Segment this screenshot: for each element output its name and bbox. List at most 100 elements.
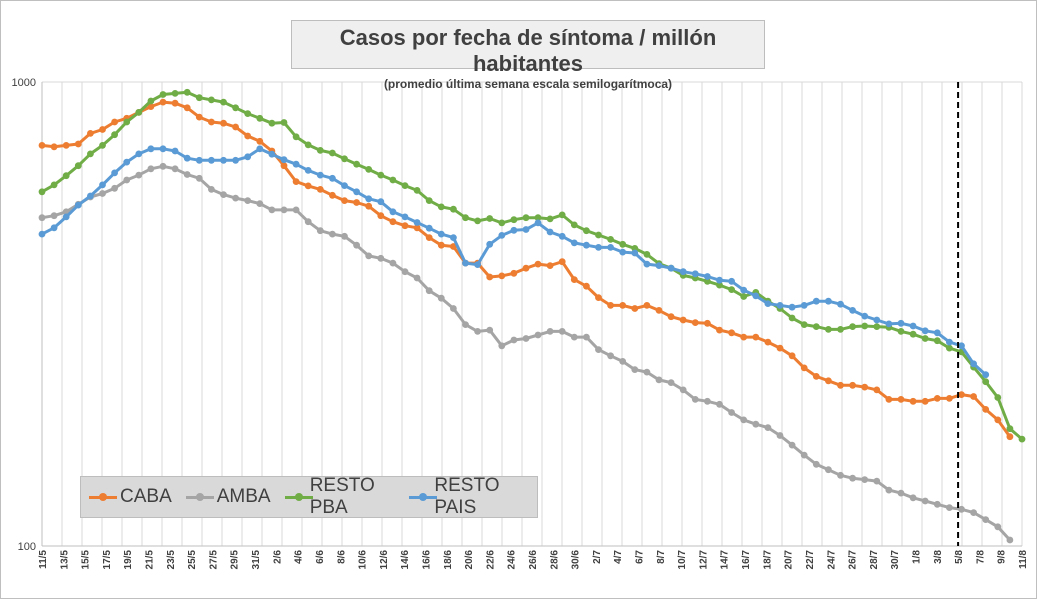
series-resto-pais xyxy=(38,145,990,379)
y-tick-label: 100 xyxy=(18,541,36,553)
x-tick-label: 13/5 xyxy=(59,550,70,570)
data-point xyxy=(498,272,506,280)
data-point xyxy=(921,497,929,505)
data-point xyxy=(873,386,881,394)
x-tick-label: 23/5 xyxy=(166,550,177,570)
x-tick-label: 18/6 xyxy=(443,550,454,570)
data-point xyxy=(232,123,240,131)
data-point xyxy=(861,383,869,391)
data-point xyxy=(38,188,46,196)
legend-swatch-amba xyxy=(185,490,214,504)
x-tick-label: 12/6 xyxy=(379,550,390,570)
data-point xyxy=(99,142,106,149)
x-tick-label: 15/5 xyxy=(81,550,92,570)
data-point xyxy=(123,176,131,184)
data-point xyxy=(583,333,590,341)
x-tick-label: 20/7 xyxy=(784,550,795,570)
data-point xyxy=(691,396,699,403)
data-point xyxy=(812,297,820,305)
data-point xyxy=(401,222,409,230)
data-point xyxy=(401,268,409,276)
data-point xyxy=(558,328,566,335)
data-point xyxy=(171,99,179,107)
data-point xyxy=(619,358,627,365)
data-point xyxy=(123,118,131,126)
x-tick-label: 11/8 xyxy=(1018,550,1029,569)
data-point xyxy=(38,142,46,149)
data-point xyxy=(280,156,288,164)
data-point xyxy=(534,260,542,268)
data-point xyxy=(123,158,131,166)
data-point xyxy=(861,322,869,330)
x-tick-label: 30/7 xyxy=(890,550,901,570)
x-tick-label: 25/5 xyxy=(187,550,198,570)
data-point xyxy=(208,156,215,164)
data-point xyxy=(486,240,494,248)
data-point xyxy=(183,171,191,178)
data-point xyxy=(921,327,929,335)
legend-swatch-resto-pba xyxy=(284,490,313,504)
data-point xyxy=(401,182,409,190)
data-point xyxy=(558,258,566,266)
x-tick-label: 4/6 xyxy=(294,550,305,564)
data-point xyxy=(704,397,711,405)
x-tick-label: 28/7 xyxy=(869,550,880,570)
data-point xyxy=(50,224,58,232)
data-point xyxy=(740,286,748,294)
data-point xyxy=(812,373,820,380)
data-point xyxy=(304,182,312,190)
data-point xyxy=(595,346,602,353)
data-point xyxy=(825,297,832,305)
data-point xyxy=(655,376,663,384)
data-point xyxy=(643,368,651,376)
data-point xyxy=(970,393,977,400)
data-point xyxy=(353,160,360,168)
data-point xyxy=(462,214,469,222)
data-point xyxy=(643,251,651,258)
data-point xyxy=(195,174,203,182)
x-tick-label: 7/8 xyxy=(975,550,986,564)
data-point xyxy=(728,329,735,337)
x-tick-label: 3/8 xyxy=(933,550,944,564)
data-point xyxy=(595,244,602,251)
data-point xyxy=(377,254,385,262)
data-point xyxy=(510,269,518,277)
data-point xyxy=(812,460,820,468)
data-point xyxy=(546,262,554,269)
data-point xyxy=(788,441,796,449)
data-point xyxy=(486,326,494,334)
data-point xyxy=(643,260,651,268)
data-point xyxy=(474,261,481,268)
data-point xyxy=(885,486,893,494)
chart-title-box: Casos por fecha de síntoma / millón habi… xyxy=(291,20,765,91)
legend-item-resto-pba: RESTO PBA xyxy=(284,475,396,519)
x-tick-label: 4/7 xyxy=(613,550,624,564)
data-point xyxy=(450,305,457,312)
data-point xyxy=(425,197,433,205)
x-tick-label: 8/7 xyxy=(656,550,667,564)
data-point xyxy=(921,397,929,405)
legend-item-caba: CABA xyxy=(89,486,172,508)
data-point xyxy=(99,181,106,189)
data-point xyxy=(522,264,530,272)
data-point xyxy=(558,232,566,240)
data-point xyxy=(111,184,118,192)
x-tick-label: 5/8 xyxy=(954,550,965,564)
data-point xyxy=(50,212,58,220)
data-point xyxy=(909,494,917,502)
data-point xyxy=(873,316,881,324)
data-point xyxy=(849,381,856,389)
data-point xyxy=(74,140,82,148)
data-point xyxy=(401,213,409,221)
legend-label-caba: CABA xyxy=(120,486,172,507)
data-point xyxy=(679,386,687,394)
data-point xyxy=(437,241,445,249)
data-point xyxy=(655,262,663,269)
x-tick-label: 22/7 xyxy=(805,550,816,570)
data-point xyxy=(220,119,227,127)
data-point xyxy=(353,188,360,196)
data-point xyxy=(159,91,167,98)
data-point xyxy=(377,171,385,179)
data-point xyxy=(728,286,735,293)
x-tick-label: 26/7 xyxy=(848,550,859,570)
